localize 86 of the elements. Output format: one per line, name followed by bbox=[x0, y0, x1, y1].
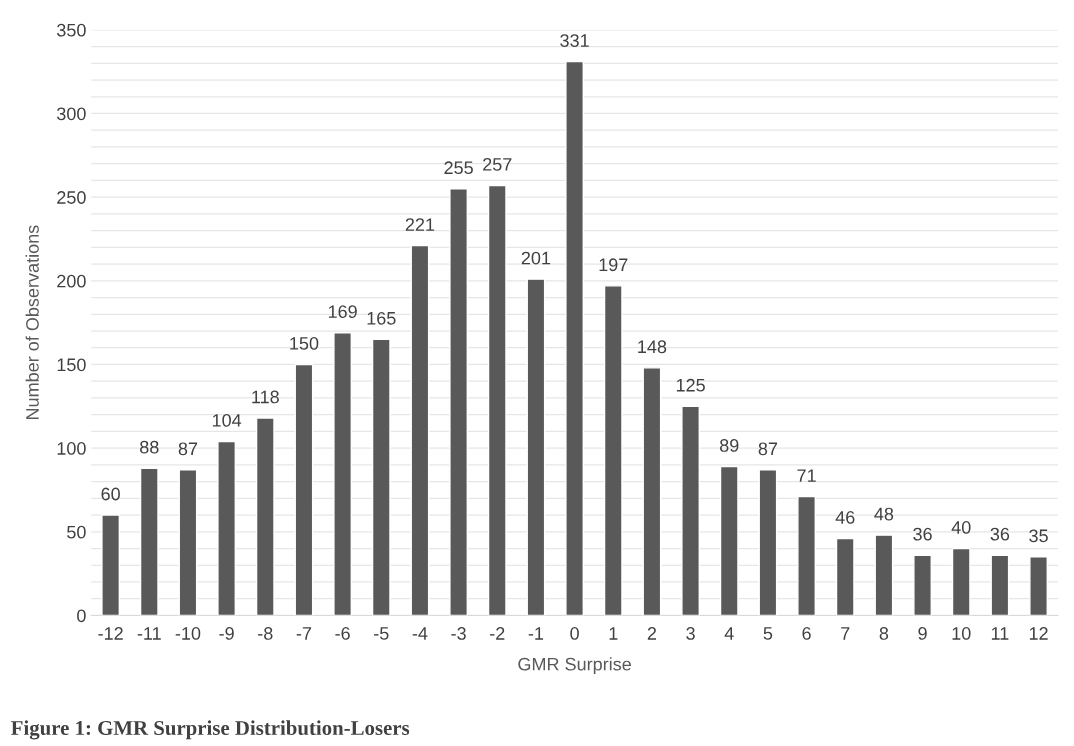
data-label: 60 bbox=[101, 487, 120, 501]
data-label: 201 bbox=[521, 251, 551, 265]
data-label: 36 bbox=[990, 527, 1010, 541]
y-tick-label: 100 bbox=[57, 442, 86, 455]
data-label: 150 bbox=[290, 337, 319, 350]
data-label: 88 bbox=[140, 440, 159, 454]
x-tick-label: -6 bbox=[335, 627, 350, 640]
x-tick-label: 7 bbox=[841, 627, 850, 640]
bar bbox=[526, 278, 546, 616]
data-label: 89 bbox=[719, 439, 739, 452]
data-label: 46 bbox=[835, 511, 855, 524]
x-tick-label: -4 bbox=[412, 627, 428, 640]
bar bbox=[603, 285, 623, 616]
bar bbox=[681, 405, 700, 616]
data-label: 221 bbox=[405, 218, 435, 231]
x-tick-label: -11 bbox=[137, 627, 161, 640]
bar bbox=[294, 363, 314, 616]
bar bbox=[410, 244, 430, 616]
bar bbox=[835, 537, 855, 616]
x-tick-label: 8 bbox=[879, 627, 889, 640]
data-label: 118 bbox=[252, 390, 279, 404]
x-tick-label: 12 bbox=[1029, 627, 1048, 640]
y-tick-label: 300 bbox=[57, 107, 86, 121]
bar bbox=[758, 469, 778, 616]
bar bbox=[139, 467, 159, 616]
y-tick-label: 150 bbox=[57, 358, 86, 372]
x-tick-label: 11 bbox=[991, 627, 1009, 640]
data-label: 165 bbox=[367, 311, 396, 325]
bar bbox=[913, 554, 932, 616]
bar bbox=[951, 547, 971, 616]
bar bbox=[217, 440, 237, 616]
bar bbox=[874, 534, 894, 616]
bar bbox=[333, 331, 353, 616]
x-tick-label: 0 bbox=[570, 627, 579, 640]
x-tick-label: 2 bbox=[647, 627, 657, 640]
y-tick-label: 50 bbox=[67, 525, 86, 539]
data-label: 331 bbox=[560, 34, 589, 47]
y-tick-label: 250 bbox=[57, 191, 86, 204]
data-label: 148 bbox=[638, 340, 667, 354]
bar bbox=[1029, 556, 1048, 616]
x-tick-label: -10 bbox=[175, 627, 201, 640]
data-label: 48 bbox=[874, 507, 894, 521]
x-tick-label: -1 bbox=[528, 627, 544, 640]
bar bbox=[178, 469, 198, 616]
data-label: 125 bbox=[676, 378, 705, 392]
x-tick-label: -12 bbox=[98, 627, 123, 640]
y-tick-label: 350 bbox=[57, 23, 86, 37]
bar bbox=[371, 338, 391, 616]
x-tick-label: -2 bbox=[490, 627, 505, 640]
x-tick-label: 1 bbox=[609, 627, 618, 640]
bar bbox=[101, 514, 121, 616]
data-label: 257 bbox=[483, 157, 512, 171]
bar bbox=[449, 188, 468, 616]
data-label: 71 bbox=[797, 469, 816, 482]
bar bbox=[487, 184, 507, 616]
bar bbox=[990, 554, 1010, 616]
x-tick-label: -3 bbox=[451, 627, 466, 640]
data-label: 197 bbox=[599, 258, 628, 272]
data-label: 169 bbox=[328, 305, 357, 318]
bar bbox=[642, 367, 662, 616]
x-tick-label: 6 bbox=[802, 627, 811, 640]
x-tick-label: 5 bbox=[763, 627, 773, 640]
x-tick-label: -5 bbox=[374, 627, 389, 640]
y-tick-label: 200 bbox=[57, 274, 86, 288]
x-axis-title: GMR Surprise bbox=[518, 657, 631, 675]
x-tick-label: 3 bbox=[686, 627, 695, 640]
bar bbox=[719, 465, 739, 616]
x-tick-label: 4 bbox=[724, 627, 734, 640]
bar bbox=[797, 495, 816, 616]
bar bbox=[255, 417, 275, 616]
bar bbox=[565, 60, 584, 616]
data-label: 87 bbox=[758, 442, 778, 456]
data-label: 87 bbox=[178, 442, 198, 456]
y-tick-label: 0 bbox=[77, 609, 86, 623]
y-axis-title: Number of Observations bbox=[25, 225, 39, 419]
x-tick-label: -9 bbox=[219, 627, 234, 640]
data-label: 40 bbox=[951, 521, 971, 534]
x-tick-label: -7 bbox=[296, 627, 312, 640]
x-tick-label: 9 bbox=[918, 627, 927, 640]
data-label: 255 bbox=[444, 161, 473, 175]
x-tick-label: 10 bbox=[952, 627, 971, 640]
data-label: 104 bbox=[212, 413, 242, 427]
x-tick-label: -8 bbox=[258, 627, 273, 640]
data-label: 36 bbox=[913, 527, 932, 541]
data-label: 35 bbox=[1029, 529, 1048, 543]
text: Figure 1: GMR Surprise Distribution-Losers bbox=[11, 720, 410, 740]
